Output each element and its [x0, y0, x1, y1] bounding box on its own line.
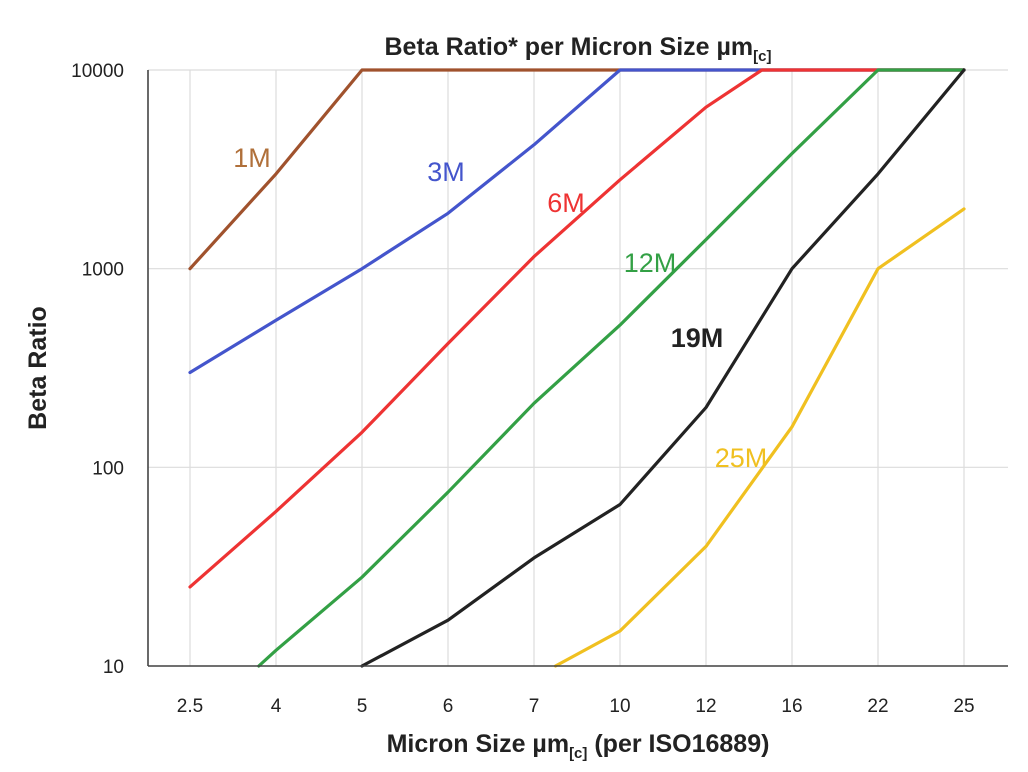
series-label-12m: 12M [624, 248, 677, 278]
x-tick-label: 22 [867, 696, 888, 717]
x-tick-label: 10 [609, 696, 630, 717]
x-tick-label: 4 [271, 696, 282, 717]
series-line-19m [360, 68, 966, 668]
x-axis-label: Micron Size µm[c] (per ISO16889) [387, 730, 770, 762]
grid-lines [148, 69, 1008, 667]
y-tick-label: 10 [103, 657, 124, 678]
series-label-3m: 3M [427, 157, 465, 187]
series-line-25m [553, 207, 966, 668]
x-tick-label: 16 [781, 696, 802, 717]
y-tick-label: 10000 [71, 61, 124, 82]
series-line-3m [188, 68, 966, 375]
series-lines [188, 68, 966, 668]
chart-title: Beta Ratio* per Micron Size µm[c] [385, 33, 772, 65]
series-line-6m [188, 68, 966, 589]
tick-labels: 10 100 1000 10000 2.5 4 5 6 7 10 12 16 22 25 [71, 61, 974, 717]
x-tick-label: 12 [695, 696, 716, 717]
x-tick-label: 6 [443, 696, 454, 717]
axes [147, 70, 1008, 667]
y-tick-label: 1000 [82, 260, 124, 281]
series-labels: 1M 3M 6M 12M 19M 25M [233, 143, 767, 473]
series-label-19m: 19M [671, 323, 724, 353]
series-line-12m [257, 68, 966, 668]
series-label-6m: 6M [547, 188, 585, 218]
x-tick-label: 2.5 [177, 696, 203, 717]
x-tick-label: 7 [529, 696, 540, 717]
series-label-1m: 1M [233, 143, 271, 173]
x-tick-label: 5 [357, 696, 368, 717]
y-tick-label: 100 [92, 458, 124, 479]
y-axis-label: Beta Ratio [24, 306, 52, 430]
series-label-25m: 25M [715, 443, 768, 473]
x-tick-label: 25 [953, 696, 974, 717]
